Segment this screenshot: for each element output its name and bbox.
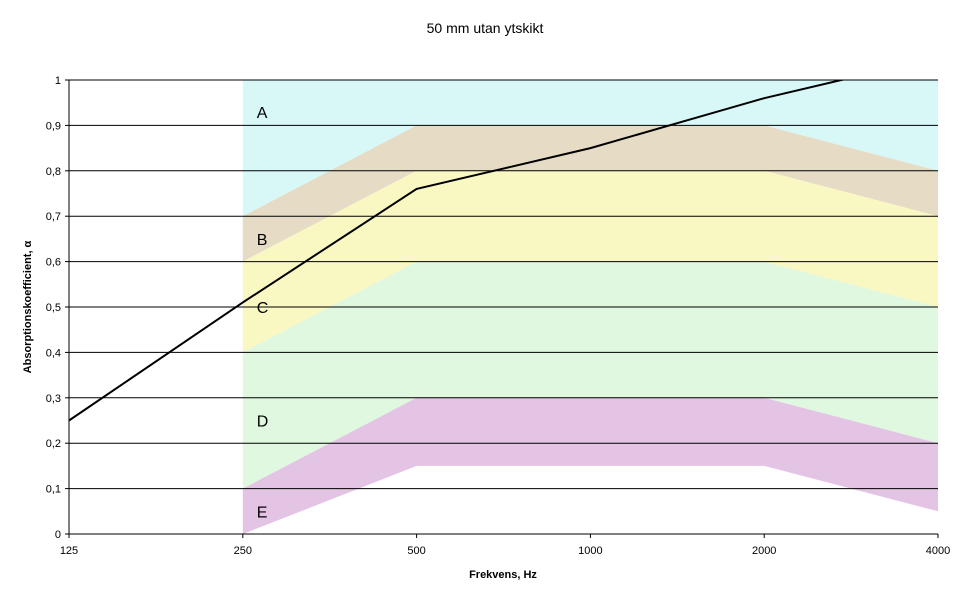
- class-band-a: [242, 80, 939, 217]
- class-label-a: A: [257, 105, 268, 122]
- y-tick-label: 0,6: [46, 257, 61, 269]
- y-tick-label: 0,7: [46, 211, 61, 223]
- class-label-c: C: [257, 300, 269, 317]
- class-label-d: D: [257, 414, 269, 431]
- y-tick-label: 0,5: [46, 302, 61, 314]
- y-tick-label: 0,2: [46, 438, 61, 450]
- x-axis-label: Frekvens, Hz: [469, 569, 537, 581]
- y-tick-label: 0: [55, 529, 61, 541]
- class-band-b: [242, 125, 939, 262]
- series-line: [69, 80, 846, 422]
- x-tick-label: 500: [407, 545, 425, 557]
- class-label-e: E: [257, 504, 268, 521]
- y-tick-label: 0,9: [46, 120, 61, 132]
- y-tick-label: 0,4: [46, 347, 61, 359]
- x-tick-label: 4000: [926, 545, 950, 557]
- class-band-d: [242, 261, 939, 489]
- class-band-e: [242, 397, 939, 534]
- y-tick-label: 0,3: [46, 393, 61, 405]
- y-tick-label: 0,8: [46, 166, 61, 178]
- x-tick-label: 250: [234, 545, 252, 557]
- x-tick-label: 125: [60, 545, 78, 557]
- x-tick-label: 1000: [578, 545, 602, 557]
- y-tick-label: 0,1: [46, 484, 61, 496]
- class-label-b: B: [257, 232, 268, 249]
- y-tick-label: 1: [55, 75, 61, 87]
- x-tick-label: 2000: [752, 545, 776, 557]
- chart-title: 50 mm utan ytskikt: [426, 20, 544, 36]
